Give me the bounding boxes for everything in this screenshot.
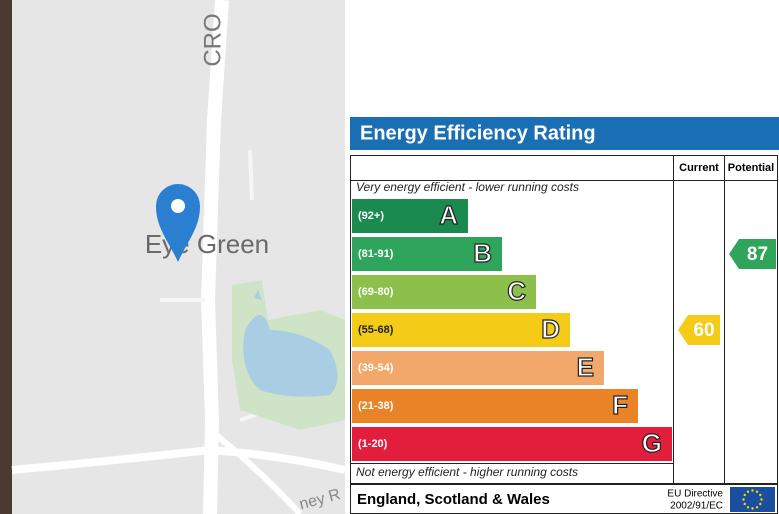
band-range: (21-38) [358, 400, 394, 412]
band-letter: C [507, 276, 526, 306]
photo-edge [0, 0, 12, 514]
directive: 2002/91/EC [670, 501, 723, 512]
map[interactable]: CRO Eye Green ney R [11, 0, 346, 514]
star [743, 502, 746, 506]
band-range: (81-91) [358, 248, 394, 260]
band-range: (39-54) [358, 362, 394, 374]
star [755, 490, 759, 493]
rating-value: 87 [747, 244, 768, 265]
band-letter: B [473, 238, 492, 268]
rating-arrow [729, 239, 776, 269]
street-label: CRO [199, 13, 226, 66]
eu-stars [742, 489, 763, 510]
star [759, 502, 762, 506]
band-range: (92+) [358, 210, 384, 222]
band-letter: F [612, 390, 628, 420]
directive: EU Directive [667, 489, 723, 500]
lake [243, 315, 338, 397]
star [759, 493, 762, 497]
epc-title: Energy Efficiency Rating [360, 122, 596, 144]
band [352, 313, 570, 347]
footer: England, Scotland & Wales [357, 491, 550, 508]
star [742, 498, 745, 501]
band [352, 427, 672, 461]
band [352, 199, 468, 233]
rating-value: 60 [693, 320, 714, 341]
title-bar [350, 117, 779, 150]
star [751, 489, 754, 492]
bottom-note: Not energy efficient - higher running co… [356, 465, 578, 479]
band [352, 389, 638, 423]
star [751, 507, 754, 510]
pond [254, 290, 262, 300]
star [755, 506, 759, 509]
epc-chart: Energy Efficiency Rating Current Potenti… [350, 117, 779, 514]
band-range: (55-68) [358, 324, 394, 336]
rating-arrow [678, 315, 720, 345]
band [352, 351, 604, 385]
band-letter: D [541, 314, 560, 344]
star [746, 506, 750, 509]
band-range: (69-80) [358, 286, 394, 298]
road [11, 445, 346, 474]
map-pin[interactable] [156, 184, 200, 262]
band-letter: E [577, 352, 594, 382]
band-letter: G [642, 428, 662, 458]
band-letter: A [439, 200, 458, 230]
star [746, 490, 750, 493]
header: Current [679, 162, 719, 174]
band [352, 275, 536, 309]
star [760, 498, 763, 501]
band [352, 237, 502, 271]
table-border [350, 155, 778, 484]
top-note: Very energy efficient - lower running co… [356, 180, 579, 194]
road [208, 427, 303, 514]
map-pin-dot [171, 199, 185, 213]
band-range: (1-20) [358, 438, 388, 450]
header: Potential [728, 162, 774, 174]
star [743, 493, 746, 497]
